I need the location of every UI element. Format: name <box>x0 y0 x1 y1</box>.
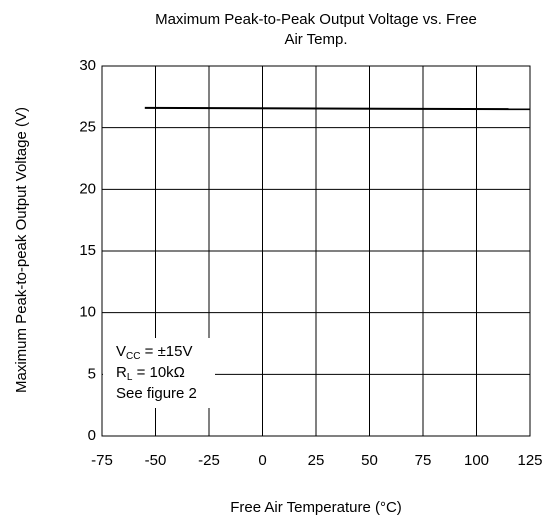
x-axis-label: Free Air Temperature (°C) <box>230 499 402 516</box>
annotation-box <box>103 338 215 408</box>
annotation: VCC = ±15V <box>116 343 193 362</box>
annotation: See figure 2 <box>116 385 197 402</box>
annotation-text: = 10kΩ <box>132 364 185 381</box>
chart-title: Maximum Peak-to-Peak Output Voltage vs. … <box>155 11 477 28</box>
chart-title: Air Temp. <box>284 31 347 48</box>
data-line <box>144 106 531 111</box>
annotation-sub: L <box>127 372 133 383</box>
y-tick-label: 10 <box>79 304 96 321</box>
annotation-text: V <box>116 343 126 360</box>
y-tick-label: 25 <box>79 119 96 136</box>
x-tick-label: 125 <box>517 452 542 469</box>
annotation-text: See figure 2 <box>116 385 197 402</box>
x-tick-label: 50 <box>361 452 378 469</box>
y-tick-label: 30 <box>79 57 96 74</box>
x-tick-label: -50 <box>145 452 167 469</box>
x-tick-label: -25 <box>198 452 220 469</box>
x-tick-label: 100 <box>464 452 489 469</box>
y-tick-label: 20 <box>79 180 96 197</box>
annotation: RL = 10kΩ <box>116 364 185 383</box>
annotation-text: = ±15V <box>140 343 192 360</box>
annotation-text: R <box>116 364 127 381</box>
y-tick-label: 15 <box>79 242 96 259</box>
x-tick-label: 75 <box>415 452 432 469</box>
y-tick-label: 0 <box>88 427 96 444</box>
y-tick-label: 5 <box>88 365 96 382</box>
annotation-sub: CC <box>126 351 140 362</box>
plot-frame <box>101 65 531 437</box>
x-tick-label: -75 <box>91 452 113 469</box>
x-tick-label: 0 <box>258 452 266 469</box>
y-axis-label: Maximum Peak-to-peak Output Voltage (V) <box>13 107 30 393</box>
x-tick-label: 25 <box>308 452 325 469</box>
